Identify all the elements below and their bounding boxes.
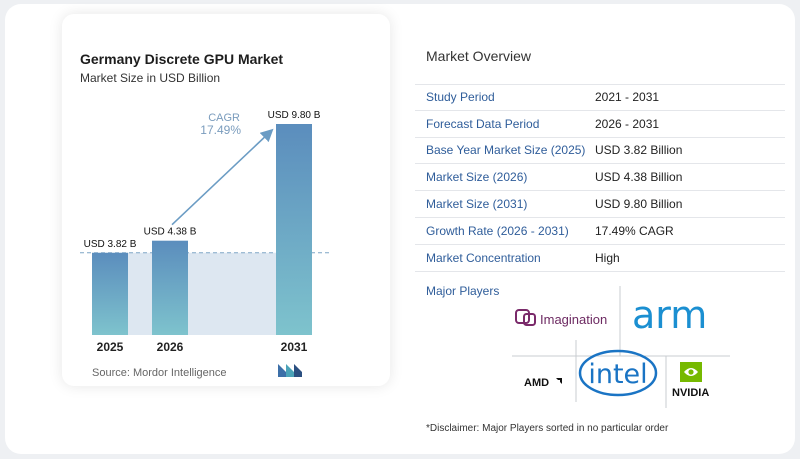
chart-title: Germany Discrete GPU Market bbox=[80, 51, 284, 67]
row-value: High bbox=[595, 250, 620, 265]
row-value: USD 4.38 Billion bbox=[595, 170, 683, 185]
bar-2026 bbox=[152, 240, 188, 335]
x-tick-2025: 2025 bbox=[97, 340, 124, 354]
overview-row: Study Period 2021 - 2031 bbox=[415, 84, 785, 111]
x-tick-2026: 2026 bbox=[157, 340, 184, 354]
imagination-logo-text: Imagination bbox=[540, 312, 607, 327]
overview-row: Market Size (2031) USD 9.80 Billion bbox=[415, 191, 785, 218]
intel-swirl-icon bbox=[578, 349, 658, 397]
row-label: Market Concentration bbox=[426, 250, 541, 265]
intel-logo: intel bbox=[578, 349, 658, 397]
overview-row: Forecast Data Period 2026 - 2031 bbox=[415, 111, 785, 138]
overview-row: Base Year Market Size (2025) USD 3.82 Bi… bbox=[415, 138, 785, 165]
x-tick-2031: 2031 bbox=[281, 340, 308, 354]
intel-logo-text: intel bbox=[588, 359, 647, 390]
overview-row: Growth Rate (2026 - 2031) 17.49% CAGR bbox=[415, 218, 785, 245]
row-value: 17.49% CAGR bbox=[595, 223, 674, 238]
chart-subtitle: Market Size in USD Billion bbox=[80, 71, 221, 85]
row-label: Market Size (2026) bbox=[426, 170, 528, 185]
row-label: Growth Rate (2026 - 2031) bbox=[426, 223, 569, 238]
data-label-2031: USD 9.80 B bbox=[268, 110, 321, 121]
data-label-2026: USD 4.38 B bbox=[144, 227, 197, 238]
row-value: 2026 - 2031 bbox=[595, 116, 660, 131]
row-value: USD 9.80 Billion bbox=[595, 197, 683, 212]
amd-arrow-icon bbox=[556, 378, 562, 384]
mordor-intelligence-logo-icon bbox=[278, 364, 302, 377]
cagr-value: 17.49% bbox=[200, 123, 241, 137]
disclaimer: *Disclaimer: Major Players sorted in no … bbox=[426, 423, 669, 434]
overview-row: Market Concentration High bbox=[415, 245, 785, 272]
arm-logo-text: arm bbox=[632, 293, 707, 337]
nvidia-logo: NVIDIA bbox=[672, 362, 709, 399]
amd-logo-text: AMD bbox=[524, 377, 549, 389]
imagination-logo: Imagination bbox=[515, 309, 607, 327]
data-label-2025: USD 3.82 B bbox=[84, 239, 137, 250]
row-label: Forecast Data Period bbox=[426, 116, 540, 131]
row-value: 2021 - 2031 bbox=[595, 90, 660, 105]
overview-title: Market Overview bbox=[426, 48, 532, 64]
cagr-label: CAGR bbox=[208, 112, 240, 124]
bar-2025 bbox=[92, 252, 128, 335]
overview-row: Market Size (2026) USD 4.38 Billion bbox=[415, 164, 785, 192]
row-value: USD 3.82 Billion bbox=[595, 143, 683, 158]
imagination-mark-icon bbox=[523, 313, 536, 326]
row-label: Base Year Market Size (2025) bbox=[426, 143, 586, 158]
overview-table: Study Period 2021 - 2031 Forecast Data P… bbox=[415, 84, 785, 272]
nvidia-logo-text: NVIDIA bbox=[672, 387, 709, 399]
amd-logo: AMD bbox=[524, 377, 562, 389]
row-label: Market Size (2031) bbox=[426, 197, 528, 212]
major-players-title: Major Players bbox=[426, 284, 500, 298]
bar-2031 bbox=[276, 124, 312, 335]
imagination-mark-icon bbox=[515, 309, 530, 324]
row-label: Study Period bbox=[426, 90, 495, 105]
chart-source: Source: Mordor Intelligence bbox=[92, 367, 227, 379]
cagr-arrow bbox=[171, 128, 274, 226]
